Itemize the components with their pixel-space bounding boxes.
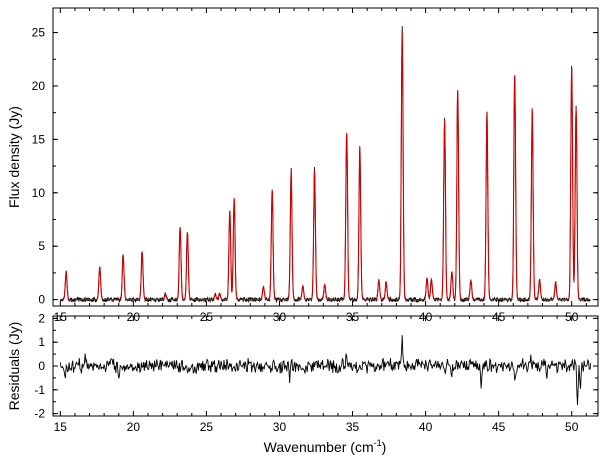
x-tick-label: 30 bbox=[273, 420, 287, 434]
y-tick-label: 0 bbox=[38, 293, 45, 307]
residuals-y-axis-title: Residuals (Jy) bbox=[6, 322, 22, 411]
y-tick-label: 10 bbox=[32, 186, 46, 200]
residuals-line bbox=[59, 335, 592, 406]
flux-panel-frame bbox=[52, 7, 599, 307]
flux-y-axis-title: Flux density (Jy) bbox=[6, 106, 22, 208]
y-tick-label: 0 bbox=[38, 359, 45, 373]
y-tick-label: 2 bbox=[38, 311, 45, 325]
x-tick-label: 35 bbox=[346, 420, 360, 434]
y-tick-label: -2 bbox=[34, 407, 45, 421]
residuals-y-tick-labels: -2 -1 0 1 2 bbox=[34, 311, 45, 420]
residuals-traces bbox=[59, 335, 592, 406]
flux-y-tick-labels: 0 5 10 15 20 25 bbox=[32, 26, 46, 307]
residuals-panel-ticks bbox=[53, 316, 598, 416]
y-tick-label: -1 bbox=[34, 383, 45, 397]
y-tick-label: 5 bbox=[38, 239, 45, 253]
observed-spectrum-line bbox=[59, 25, 591, 304]
y-tick-label: 20 bbox=[32, 79, 46, 93]
flux-panel-ticks bbox=[53, 8, 598, 306]
model-spectrum-line bbox=[60, 30, 591, 301]
x-tick-label: 40 bbox=[419, 420, 433, 434]
x-tick-label: 45 bbox=[492, 420, 506, 434]
x-axis-title-end: ) bbox=[382, 439, 387, 455]
y-tick-label: 1 bbox=[38, 335, 45, 349]
flux-panel: 0 5 10 15 20 25 15 20 25 30 35 40 45 50 Flux density… bbox=[6, 7, 599, 324]
flux-x-tick-labels: 15 20 25 30 35 40 45 50 bbox=[54, 310, 579, 324]
x-axis-title-superscript: -1 bbox=[374, 438, 382, 448]
x-axis-title-main: Wavenumber (cm bbox=[264, 439, 374, 455]
y-tick-label: 25 bbox=[32, 26, 46, 40]
flux-traces bbox=[59, 25, 591, 304]
x-tick-label: 20 bbox=[127, 420, 141, 434]
residuals-x-tick-labels: 15 20 25 30 35 40 45 50 bbox=[54, 420, 579, 434]
x-tick-label: 25 bbox=[200, 420, 214, 434]
x-axis-title: Wavenumber (cm-1) bbox=[264, 438, 387, 455]
x-tick-label: 15 bbox=[54, 420, 68, 434]
x-tick-label: 50 bbox=[565, 420, 579, 434]
y-tick-label: 15 bbox=[32, 132, 46, 146]
